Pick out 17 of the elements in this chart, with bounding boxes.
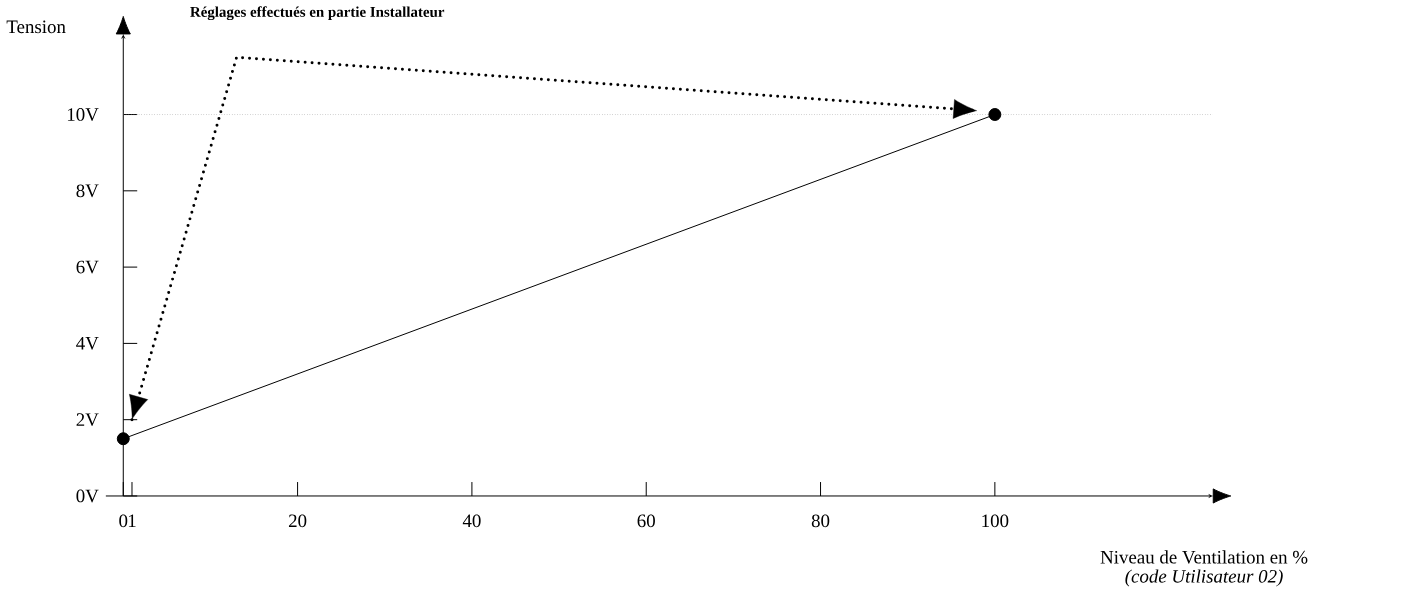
y-tick-label: 4V [76, 337, 99, 350]
x-tick-label: 20 [288, 514, 307, 528]
chart-title: Réglages effectués en partie Installateur [190, 6, 445, 21]
y-axis-title: Tension [6, 20, 66, 34]
y-tick-label: 8V [76, 184, 99, 198]
y-tick-label: 0V [76, 489, 99, 503]
x-tick-label: 80 [811, 514, 830, 528]
y-tick-label: 6V [76, 260, 99, 274]
y-tick-label: 10V [67, 108, 99, 122]
y-tick-label: 2V [76, 413, 99, 427]
x-axis-title: Niveau de Ventilation en % [1100, 550, 1308, 564]
x-tick-label: 40 [462, 514, 481, 528]
x-tick-label: 1 [128, 514, 136, 527]
x-tick-label: 0 [119, 514, 128, 528]
text: (code Utilisateur 02) [1125, 569, 1283, 587]
x-tick-label: 60 [637, 514, 655, 528]
x-tick-label: 100 [982, 514, 1009, 528]
